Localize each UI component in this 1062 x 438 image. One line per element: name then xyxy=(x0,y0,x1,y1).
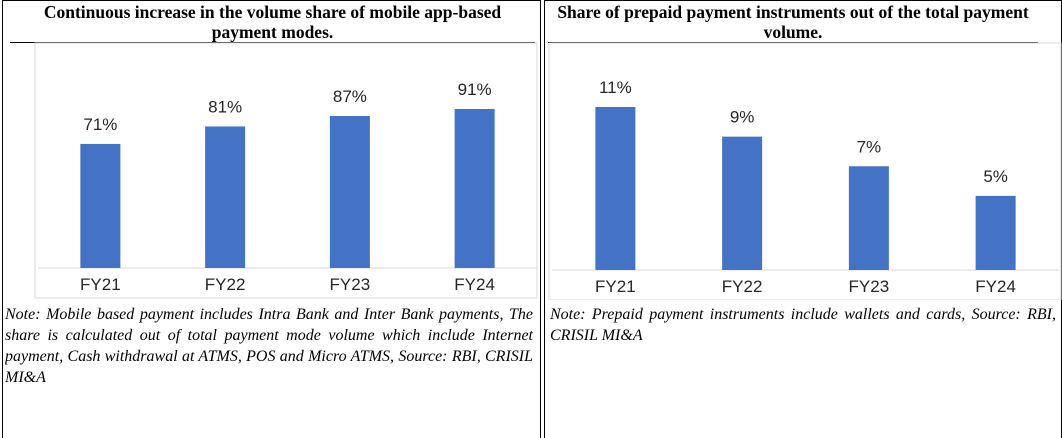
x-tick-label: FY24 xyxy=(454,275,495,294)
chart-note: Note: Prepaid payment instruments includ… xyxy=(550,306,1056,344)
x-tick-label: FY24 xyxy=(975,277,1016,296)
value-label: 87% xyxy=(333,87,367,106)
bar xyxy=(595,107,636,270)
value-label: 5% xyxy=(983,167,1008,186)
chart-frame xyxy=(548,42,1062,300)
bar xyxy=(454,109,495,268)
bar xyxy=(205,126,246,268)
bar xyxy=(848,166,889,270)
bar xyxy=(975,195,1016,270)
chart: 11% FY21 9% FY22 7% FY23 5% FY24 xyxy=(548,42,1062,300)
x-tick-label: FY22 xyxy=(722,277,763,296)
value-label: 71% xyxy=(83,115,117,134)
value-label: 7% xyxy=(857,137,882,156)
bar xyxy=(329,115,370,268)
x-tick-label: FY23 xyxy=(849,277,890,296)
value-label: 81% xyxy=(208,97,242,116)
value-label: 11% xyxy=(599,78,632,97)
x-tick-label: FY21 xyxy=(80,275,121,294)
value-label: 91% xyxy=(458,80,492,99)
x-tick-label: FY21 xyxy=(595,277,636,296)
chart-note: Note: Mobile based payment includes Intr… xyxy=(5,306,533,386)
bar xyxy=(722,136,763,270)
left-cell xyxy=(2,0,541,438)
chart-frame xyxy=(34,42,538,299)
bar xyxy=(80,143,121,268)
value-label: 9% xyxy=(730,108,755,127)
x-tick-label: FY22 xyxy=(205,275,246,294)
x-tick-label: FY23 xyxy=(330,275,371,294)
chart: 71% FY21 81% FY22 87% FY23 91% FY24 xyxy=(34,42,538,299)
